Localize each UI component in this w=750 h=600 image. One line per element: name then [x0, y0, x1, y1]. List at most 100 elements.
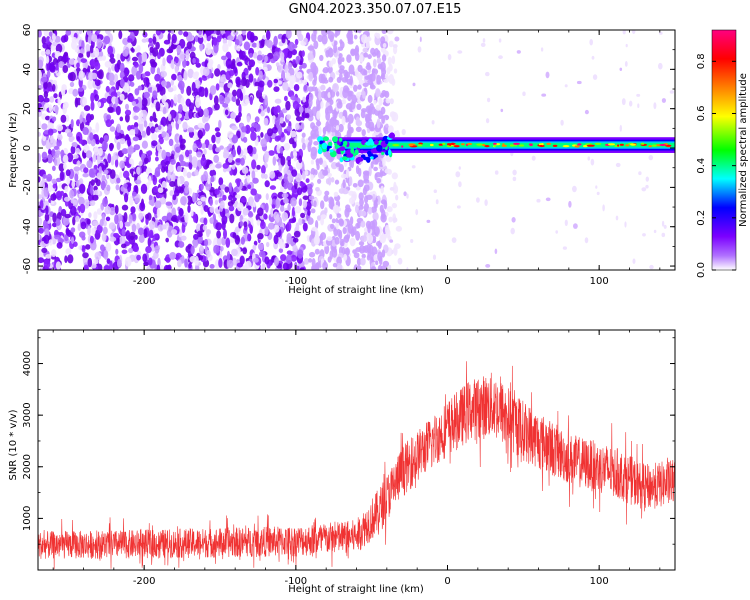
spectrogram-cell: [260, 172, 265, 179]
spectrogram-cell: [222, 194, 227, 201]
signal-hotspot: [659, 143, 666, 147]
spectrogram-cell: [383, 200, 388, 210]
spectrogram-cell: [165, 237, 169, 243]
spectrogram-cell: [500, 108, 504, 113]
signal-hotspot: [438, 143, 443, 146]
spectrogram-cell: [282, 262, 289, 270]
spectrogram-cell: [203, 205, 209, 212]
spectrogram-cell: [372, 58, 377, 68]
spectrogram-cell: [272, 156, 277, 166]
spectrogram-cell: [301, 62, 307, 69]
spectrogram-cell: [380, 185, 385, 194]
spectrogram-cell: [109, 236, 117, 242]
spectrogram-cell: [105, 119, 113, 128]
spectrogram-cell: [151, 140, 158, 147]
spectrogram-cell: [298, 218, 303, 226]
spectrogram-cell: [267, 79, 273, 88]
spectrogram-cell: [455, 171, 461, 178]
spectrogram-cell: [170, 216, 177, 222]
spectrogram-cell: [338, 218, 344, 225]
spectrogram-cell: [300, 122, 305, 131]
spectrogram-cell: [124, 256, 132, 267]
spectrogram-cell: [178, 104, 183, 113]
spectrogram-cell: [133, 173, 138, 178]
spectrogram-cell: [342, 227, 347, 235]
spectrogram-cell: [94, 251, 102, 261]
spectrogram-cell: [288, 218, 296, 224]
spectrogram-cell: [319, 54, 324, 62]
spectrogram-cell: [298, 198, 303, 207]
spectrogram-cell: [100, 97, 107, 104]
spectrogram-cell: [86, 218, 91, 225]
spectrogram-cell: [123, 67, 130, 77]
spectrogram-cell: [373, 199, 378, 208]
spectrogram-cell: [105, 161, 109, 168]
spectrogram-cell: [227, 39, 232, 47]
spectrogram-cell: [179, 51, 185, 62]
spectrogram-cell: [202, 224, 208, 231]
spectrogram-cell: [138, 234, 145, 243]
spectrogram-cell: [313, 235, 320, 246]
spectrogram-cell: [109, 260, 113, 270]
spectrogram-cell: [330, 177, 335, 183]
spectrogram-cell: [87, 34, 93, 42]
spectrogram-cell: [78, 196, 85, 206]
signal-hotspot: [502, 143, 505, 146]
spectrogram-cell: [94, 47, 100, 58]
spectrogram-cell: [376, 177, 382, 184]
spectrogram-cell: [132, 245, 139, 253]
spectrogram-cell: [205, 46, 212, 56]
spectrogram-cell: [42, 174, 48, 179]
spectrogram-cell: [280, 254, 287, 262]
spectrogram-cell: [121, 243, 127, 249]
signal-band-blob: [363, 156, 369, 161]
spectrogram-cell: [142, 253, 148, 263]
spectrogram-cell: [568, 200, 572, 208]
spectrogram-cell: [206, 249, 211, 258]
spectrogram-cell: [274, 98, 282, 104]
spectrogram-cell: [124, 109, 132, 116]
spectrogram-cell: [338, 123, 344, 133]
spectrogram-cell: [372, 157, 379, 165]
spectrogram-cell: [315, 120, 322, 127]
spectrogram-cell: [86, 49, 91, 58]
spectrogram-cell: [56, 139, 62, 147]
spectrogram-cell: [193, 214, 197, 223]
spectrogram-cell: [141, 51, 148, 62]
colorbar-label: Normalized spectral amplitude: [738, 73, 749, 227]
spectrogram-cell: [131, 48, 135, 53]
spectrogram-cell: [296, 187, 303, 196]
spectrogram-cell: [294, 38, 299, 46]
spectrogram-cell: [183, 181, 190, 187]
spectrogram-cell: [280, 56, 285, 63]
spectrogram-cell: [485, 71, 490, 77]
spectrogram-cell: [239, 50, 246, 60]
signal-band-blob: [376, 144, 383, 152]
spectrogram-cell: [43, 91, 49, 99]
spectrogram-cell: [52, 165, 56, 171]
spectrogram-cell: [144, 71, 151, 77]
signal-hotspot: [583, 145, 588, 148]
spectrogram-cell: [142, 73, 146, 79]
spectrogram-cell: [619, 124, 622, 132]
signal-hotspot: [484, 145, 490, 148]
spectrogram-cell: [46, 154, 53, 164]
spectrogram-cell: [572, 185, 577, 193]
spectrogram-cell: [476, 197, 480, 203]
spectrogram-cell: [480, 42, 486, 48]
spectrogram-cell: [278, 164, 282, 172]
spectrogram-cell: [340, 99, 347, 105]
spectrogram-cell: [379, 93, 385, 98]
spectrogram-cell: [213, 154, 220, 163]
spectrogram-cell: [148, 199, 155, 206]
spectrogram-cell: [270, 58, 276, 64]
spectrogram-cell: [90, 101, 95, 111]
spectrogram-cell: [338, 53, 343, 59]
spectrogram-cell: [379, 234, 387, 244]
spectrogram-cell: [45, 254, 52, 259]
spectrogram-cell: [188, 102, 195, 112]
spectrogram-cell: [269, 197, 273, 206]
spectrogram-cell: [225, 58, 233, 69]
spectrogram-cell: [307, 52, 313, 61]
spectrogram-cell: [55, 218, 61, 226]
